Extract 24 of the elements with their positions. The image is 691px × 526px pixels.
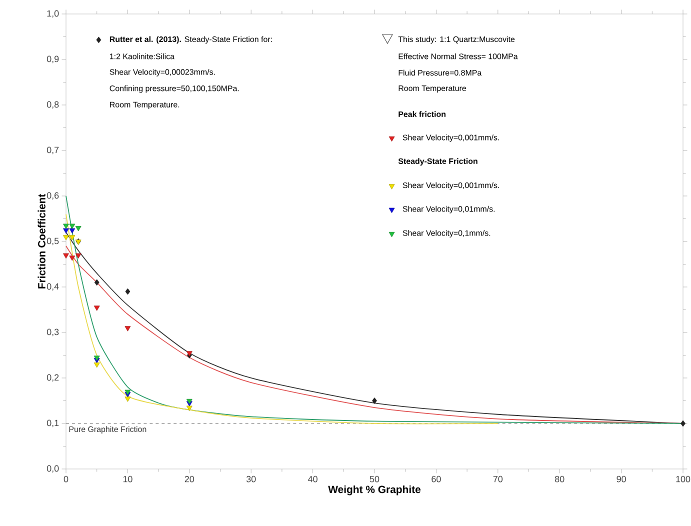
x-tick-label: 30 (246, 476, 256, 482)
x-tick-label: 50 (370, 476, 380, 482)
x-axis-title: Weight % Graphite (328, 485, 421, 496)
y-tick-label: 0,0 (46, 465, 59, 473)
y-tick-label: 0,9 (46, 56, 59, 64)
y-tick-label: 0,6 (46, 192, 59, 200)
y-tick-label: 0,2 (46, 374, 59, 382)
x-tick-label: 60 (432, 476, 441, 482)
y-axis-title: Friction Coefficient (38, 194, 46, 288)
x-tick-label: 10 (123, 476, 132, 482)
x-tick-label: 80 (555, 476, 564, 482)
y-tick-label: 0,7 (46, 146, 59, 154)
y-tick-label: 0,5 (46, 238, 59, 246)
y-tick-label: 0,3 (46, 328, 59, 336)
x-tick-label: 20 (184, 476, 194, 482)
y-tick-label: 0,1 (46, 420, 59, 428)
y-tick-label: 0,4 (46, 283, 59, 291)
x-tick-label: 70 (493, 476, 503, 482)
y-tick-label: 1,0 (47, 10, 59, 18)
x-tick-label: 0 (64, 476, 68, 482)
x-tick-label: 90 (616, 476, 626, 482)
x-tick-label: 100 (676, 476, 690, 482)
x-tick-label: 40 (308, 476, 318, 482)
y-tick-label: 0,8 (46, 101, 59, 109)
